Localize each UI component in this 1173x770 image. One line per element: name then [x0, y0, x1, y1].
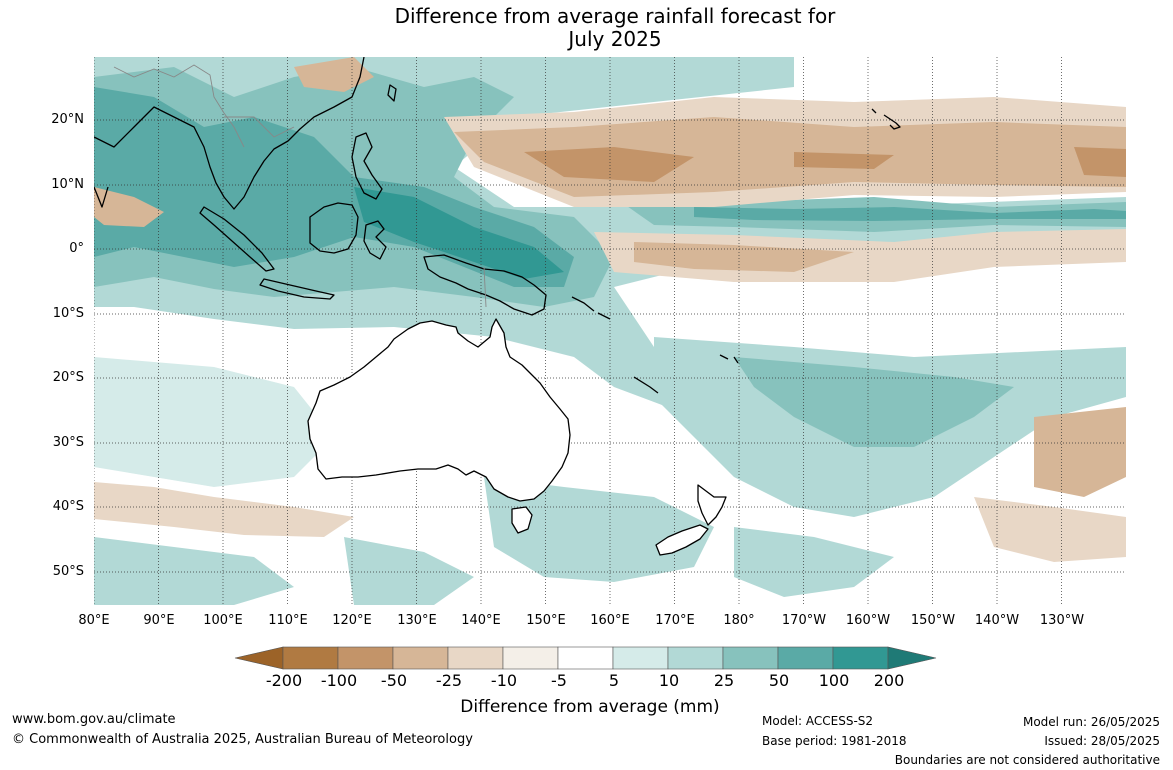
borneo-coastline — [309, 202, 359, 254]
tasman-wet — [484, 477, 714, 582]
colorbar-swatch — [667, 646, 724, 670]
lon-label-170e: 170°E — [655, 613, 695, 628]
model-name: Model: ACCESS-S2 — [762, 714, 874, 728]
gridlines — [94, 57, 1126, 605]
colorbar-tick-10: 10 — [658, 671, 680, 690]
colorbar-swatch — [557, 646, 614, 670]
lat-label-50s: 50°S — [52, 564, 84, 579]
colorbar-swatch — [777, 646, 834, 670]
lon-label-150w: 150°W — [910, 613, 956, 628]
taiwan-coastline — [387, 84, 397, 102]
lat-label-30s: 30°S — [52, 435, 84, 450]
colorbar-swatch — [392, 646, 449, 670]
lon-label-170w: 170°W — [781, 613, 827, 628]
australia-coastline — [307, 318, 571, 502]
issued-date: Issued: 28/05/2025 — [1044, 734, 1160, 748]
lon-label-130e: 130°E — [397, 613, 437, 628]
colorbar-tick-minus10: -10 — [490, 671, 518, 690]
lon-label-100e: 100°E — [203, 613, 243, 628]
colorbar-tick-25: 25 — [713, 671, 735, 690]
lon-label-140e: 140°E — [461, 613, 501, 628]
lon-label-180: 180° — [723, 613, 755, 628]
colorbar-tick-200: 200 — [873, 671, 905, 690]
solomon-islands-coastline — [571, 296, 611, 320]
colorbar-extend-high — [887, 646, 937, 670]
colorbar-label: Difference from average (mm) — [460, 697, 720, 717]
new-zealand-south-island — [655, 524, 709, 556]
boundaries-note: Boundaries are not considered authoritat… — [894, 753, 1160, 767]
lat-label-40s: 40°S — [52, 499, 84, 514]
philippines-coastline — [351, 132, 383, 200]
model-run-date: Model run: 26/05/2025 — [1022, 715, 1160, 729]
southern-ocean-wet — [94, 357, 334, 487]
colorbar-extend-low — [234, 646, 284, 670]
java-coastline — [259, 278, 335, 300]
indian-ocean-dry-patch — [94, 187, 164, 227]
colorbar-tick-minus25: -25 — [435, 671, 463, 690]
south-east-pacific-dry-light — [974, 497, 1126, 562]
new-guinea-coastline — [423, 254, 547, 316]
lon-label-120e: 120°E — [332, 613, 372, 628]
far-southern-wet — [94, 527, 894, 605]
base-period: Base period: 1981-2018 — [762, 734, 907, 748]
colorbar-tick-minus200: -200 — [265, 671, 303, 690]
colorbar-swatch — [832, 646, 889, 670]
colorbar-swatch — [612, 646, 669, 670]
southern-ocean-dry — [94, 482, 354, 537]
tasmania-coastline — [511, 506, 533, 534]
asia-mainland-coastline — [94, 57, 365, 210]
new-caledonia-coastline — [633, 376, 659, 394]
lon-label-80e: 80°E — [78, 613, 110, 628]
copyright-text: © Commonwealth of Australia 2025, Austra… — [12, 732, 473, 747]
lat-label-10n: 10°N — [51, 177, 84, 192]
colorbar-swatch — [502, 646, 559, 670]
sulawesi-coastline — [363, 220, 387, 260]
south-east-pacific-dry — [1034, 407, 1126, 497]
equatorial-dry-core — [634, 242, 854, 272]
colorbar-tick-5: 5 — [608, 671, 620, 690]
lon-label-90e: 90°E — [143, 613, 175, 628]
west-pacific-wet-core — [354, 187, 564, 279]
south-pacific-wet-core — [734, 357, 1014, 447]
map-canvas — [94, 57, 1126, 605]
colorbar-tick-minus100: -100 — [320, 671, 358, 690]
colorbar-swatch — [337, 646, 394, 670]
website-link[interactable]: www.bom.gov.au/climate — [12, 712, 176, 727]
colorbar-tick-minus50: -50 — [380, 671, 408, 690]
colorbar-tick-minus5: -5 — [551, 671, 567, 690]
equatorial-wet-band-core — [694, 207, 1126, 221]
indo-china-dry-patch — [294, 57, 374, 92]
colorbar-tick-50: 50 — [768, 671, 790, 690]
lon-label-160w: 160°W — [845, 613, 891, 628]
new-zealand-north-island — [697, 484, 727, 526]
country-borders — [113, 64, 487, 308]
lat-label-10s: 10°S — [52, 306, 84, 321]
colorbar-swatch — [447, 646, 504, 670]
colorbar-swatch — [282, 646, 339, 670]
lon-label-160e: 160°E — [590, 613, 630, 628]
map-title-line2: July 2025 — [568, 27, 662, 51]
lat-label-20s: 20°S — [52, 370, 84, 385]
hawaii-coastline — [871, 108, 901, 130]
north-pacific-dry-core — [524, 147, 1126, 182]
rainfall-anomaly-map — [94, 57, 1126, 605]
sumatra-coastline — [199, 206, 275, 272]
colorbar-tick-100: 100 — [818, 671, 850, 690]
lon-label-140w: 140°W — [974, 613, 1020, 628]
lat-label-20n: 20°N — [51, 112, 84, 127]
anomaly-fields — [94, 57, 1126, 605]
lon-label-110e: 110°E — [268, 613, 308, 628]
lon-label-130w: 130°W — [1039, 613, 1085, 628]
fiji-coastline — [719, 354, 739, 364]
colorbar — [234, 646, 937, 670]
lat-label-equator: 0° — [69, 241, 84, 256]
map-title-line1: Difference from average rainfall forecas… — [394, 4, 836, 28]
lon-label-150e: 150°E — [526, 613, 566, 628]
coastlines — [94, 57, 901, 556]
colorbar-swatch — [722, 646, 779, 670]
india-coastline — [94, 186, 109, 208]
